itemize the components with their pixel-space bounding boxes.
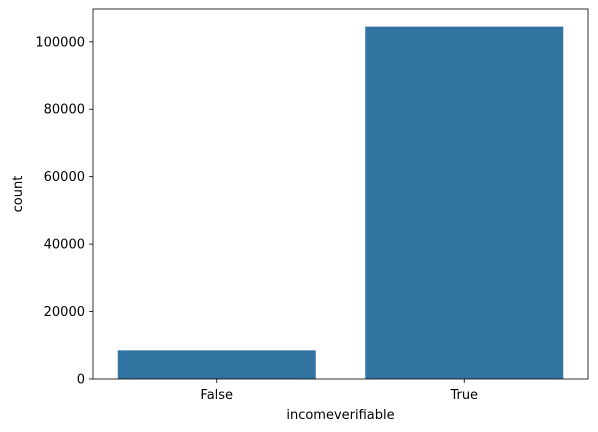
bar-false xyxy=(117,350,316,379)
bars-group xyxy=(117,26,564,379)
y-tick-label: 40000 xyxy=(44,238,85,253)
plot-frame xyxy=(92,8,589,380)
x-tick-label: True xyxy=(449,388,478,403)
y-axis-label: count xyxy=(11,176,26,213)
x-tick-label: False xyxy=(200,388,233,403)
bar-true xyxy=(365,26,564,379)
x-axis-ticks: False True xyxy=(200,379,478,403)
y-tick-label: 0 xyxy=(77,373,85,388)
y-axis-ticks: 0 20000 40000 60000 80000 100000 xyxy=(35,35,93,388)
y-tick-label: 20000 xyxy=(44,305,85,320)
y-tick-label: 100000 xyxy=(35,35,85,50)
y-tick-label: 60000 xyxy=(44,170,85,185)
y-tick-label: 80000 xyxy=(44,103,85,118)
x-axis-label: incomeverifiable xyxy=(286,408,394,423)
